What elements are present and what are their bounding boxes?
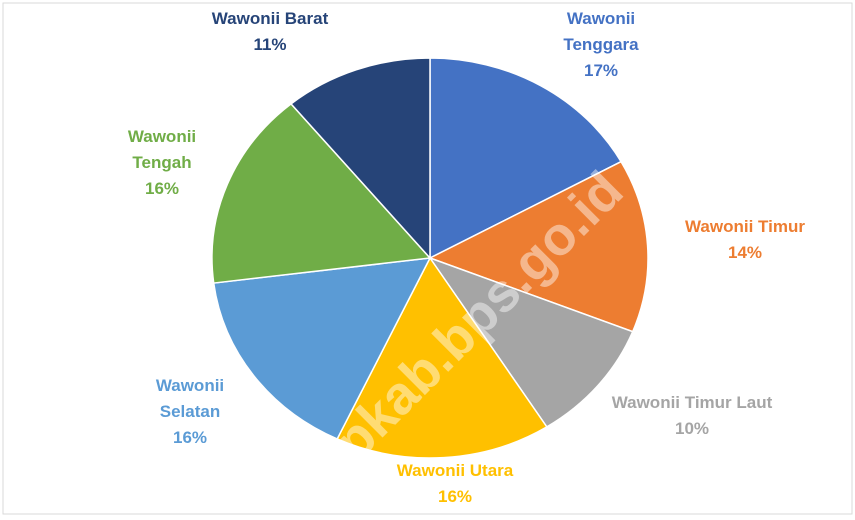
slice-label: Wawonii Selatan 16% [135,373,245,451]
slice-label: Wawonii Timur 14% [660,214,830,266]
slice [212,257,432,440]
slice [336,256,548,459]
slice [428,160,649,333]
value-label: 16% [172,428,208,447]
category-label: Wawonii Barat [211,9,329,28]
category-label: Wawonii Timur [685,217,805,236]
slice-label: Wawonii Barat 11% [185,6,355,58]
slice-label: Wawonii Utara 16% [370,458,540,510]
value-label: 11% [253,35,287,54]
value-label: 10% [674,419,710,438]
category-label: Wawonii Tenggara [563,9,639,54]
value-label: 16% [144,179,180,198]
value-label: 17% [583,61,619,80]
category-label: Wawonii Timur Laut [611,393,773,412]
category-label: Wawonii Selatan [155,376,225,421]
slice [428,256,634,428]
slice [429,57,623,260]
slices [211,57,649,459]
value-label: 14% [727,243,763,262]
value-label: 16% [437,487,473,506]
category-label: Wawonii Utara [396,461,514,480]
slice-label: Wawonii Timur Laut 10% [607,390,777,442]
slice [289,57,431,260]
slice [211,102,432,284]
category-label: Wawonii Tengah [127,127,197,172]
slice-label: Wawonii Tengah 16% [107,124,217,202]
slice-label: Wawonii Tenggara 17% [546,6,656,84]
